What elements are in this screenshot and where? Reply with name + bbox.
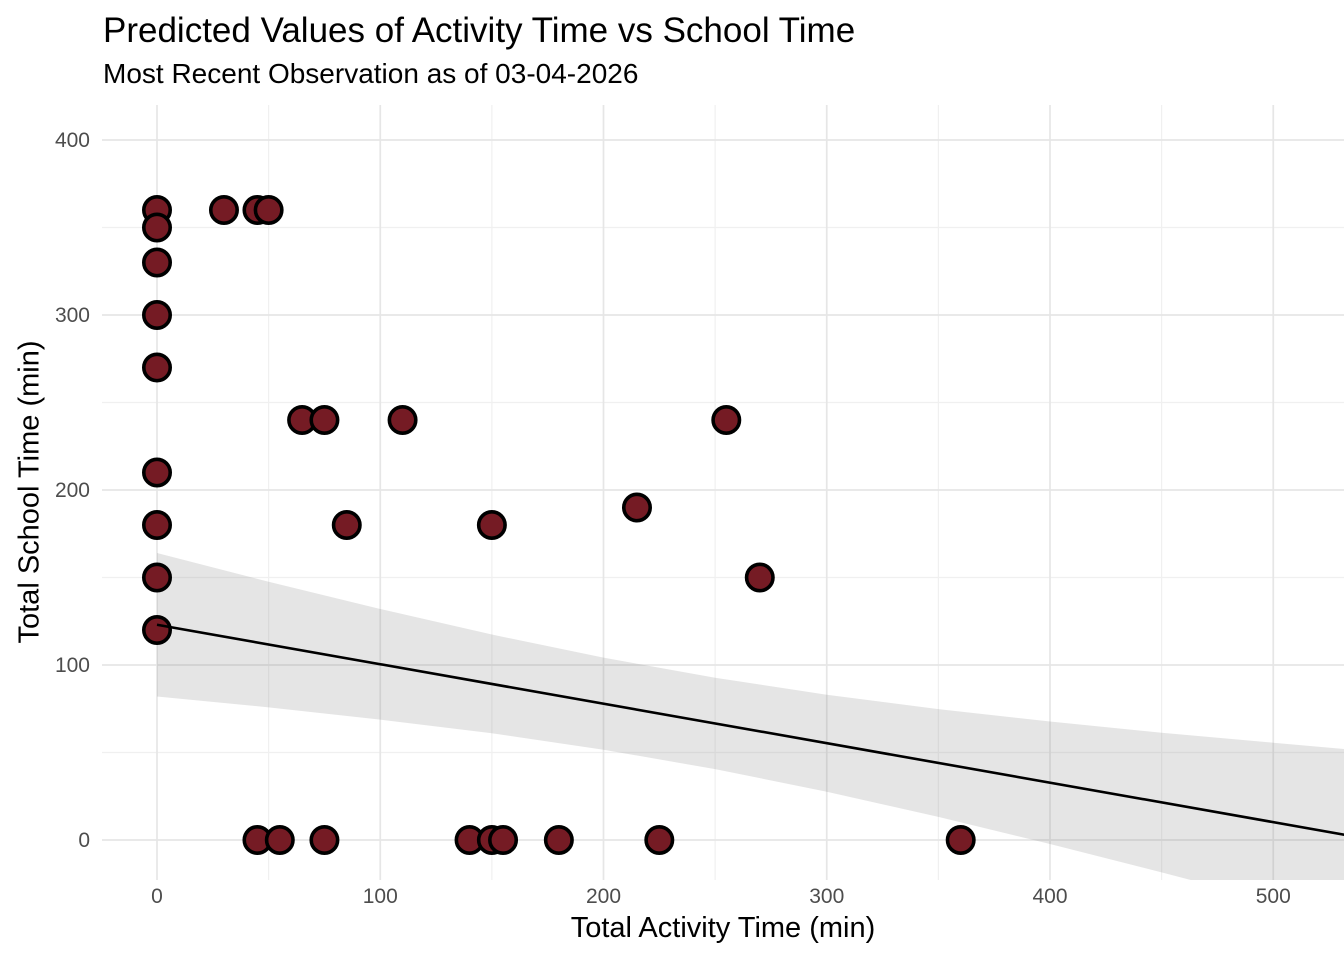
chart-title: Predicted Values of Activity Time vs Sch… — [103, 11, 856, 50]
y-axis-title: Total School Time (min) — [13, 340, 46, 644]
data-point — [309, 824, 340, 855]
y-tick-label: 200 — [55, 479, 90, 502]
y-tick-label: 0 — [78, 829, 90, 852]
data-point — [142, 299, 173, 330]
data-point — [142, 614, 173, 645]
y-tick-label: 100 — [55, 654, 90, 677]
data-point — [488, 824, 519, 855]
x-tick-label: 200 — [586, 885, 621, 908]
data-point — [945, 824, 976, 855]
data-point — [264, 824, 295, 855]
data-point — [253, 195, 284, 226]
confidence-band — [157, 553, 1344, 880]
data-point — [711, 404, 742, 435]
data-point — [387, 404, 418, 435]
data-point — [142, 457, 173, 488]
y-tick-label: 400 — [55, 129, 90, 152]
x-tick-label: 500 — [1256, 885, 1291, 908]
data-point — [208, 195, 239, 226]
x-tick-label: 300 — [809, 885, 844, 908]
x-tick-label: 0 — [151, 885, 163, 908]
data-point — [142, 562, 173, 593]
data-point — [142, 509, 173, 540]
data-point — [331, 509, 362, 540]
x-tick-label: 400 — [1032, 885, 1067, 908]
y-tick-label: 300 — [55, 304, 90, 327]
data-point — [309, 404, 340, 435]
data-point — [621, 492, 652, 523]
x-tick-label: 100 — [363, 885, 398, 908]
data-point — [744, 562, 775, 593]
data-point — [644, 824, 675, 855]
data-point — [543, 824, 574, 855]
data-point — [142, 247, 173, 278]
data-point — [476, 509, 507, 540]
data-point — [142, 212, 173, 243]
data-point — [142, 352, 173, 383]
chart-subtitle: Most Recent Observation as of 03-04-2026 — [103, 58, 639, 89]
x-axis-title: Total Activity Time (min) — [570, 912, 876, 944]
trend-line — [156, 623, 1344, 836]
